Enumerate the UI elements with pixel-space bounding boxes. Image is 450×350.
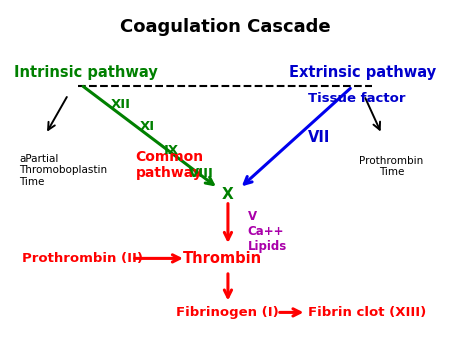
Text: VIII: VIII [189, 167, 214, 180]
Text: XII: XII [110, 98, 130, 111]
Text: Extrinsic pathway: Extrinsic pathway [288, 65, 436, 80]
Text: Fibrin clot (XIII): Fibrin clot (XIII) [308, 306, 427, 319]
Text: Fibrinogen (I): Fibrinogen (I) [176, 306, 279, 319]
Text: Common
pathway: Common pathway [135, 150, 203, 180]
Text: Coagulation Cascade: Coagulation Cascade [120, 18, 330, 35]
Text: Prothrombin (II): Prothrombin (II) [22, 252, 143, 265]
Text: VII: VII [308, 130, 331, 145]
Text: XI: XI [140, 120, 155, 133]
Text: V
Ca++
Lipids: V Ca++ Lipids [248, 210, 287, 253]
Text: IX: IX [164, 144, 180, 157]
Text: X: X [222, 187, 234, 202]
Text: Intrinsic pathway: Intrinsic pathway [14, 65, 158, 80]
Text: aPartial
Thromoboplastin
Time: aPartial Thromoboplastin Time [19, 154, 108, 187]
Text: Tissue factor: Tissue factor [308, 92, 406, 105]
Text: Prothrombin
Time: Prothrombin Time [360, 156, 424, 177]
Text: Thrombin: Thrombin [183, 251, 261, 266]
